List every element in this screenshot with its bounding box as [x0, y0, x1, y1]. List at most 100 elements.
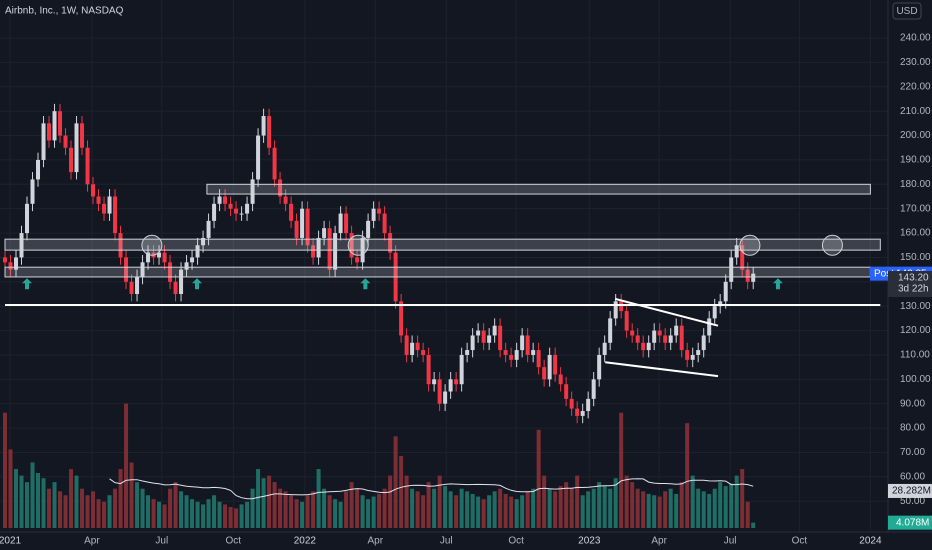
candle-body [602, 342, 607, 355]
candle-body [580, 411, 585, 416]
volume-bar [536, 429, 541, 528]
x-tick-label: 2023 [578, 536, 601, 547]
volume-bar [657, 496, 662, 528]
candle-body [734, 245, 739, 258]
last-price-box [888, 271, 932, 298]
candle-body [135, 276, 140, 295]
y-tick-label: 200.00 [900, 130, 931, 141]
y-tick-label: 70.00 [900, 447, 925, 458]
candle-body [668, 335, 673, 343]
candle-body [690, 354, 695, 360]
candle-body [382, 213, 387, 234]
volume-bar [140, 488, 145, 528]
candle-body [492, 325, 497, 336]
candle-body [454, 379, 459, 385]
circle-marker [347, 234, 369, 256]
volume-bar [520, 495, 525, 528]
candle-body [289, 203, 294, 221]
candle-body [283, 196, 288, 204]
candle-body [619, 301, 624, 312]
candle-body [256, 135, 261, 180]
y-tick-label: 90.00 [900, 398, 925, 409]
volume-bar [718, 482, 723, 528]
volume-bar [300, 501, 305, 528]
candle-body [481, 330, 486, 343]
volume-bar [344, 491, 349, 528]
candle-body [36, 159, 41, 180]
candle-body [531, 350, 536, 355]
candle-body [80, 123, 85, 148]
volume-bar [652, 495, 657, 528]
candle-body [41, 123, 46, 160]
volume-bar [311, 491, 316, 528]
arrow-up [192, 278, 203, 290]
volume-bar [206, 499, 211, 528]
candle-body [723, 281, 728, 302]
y-tick-label: 100.00 [900, 374, 931, 385]
candle-body [212, 203, 217, 221]
candle-body [470, 335, 475, 351]
candle-body [228, 203, 233, 209]
volume-bar [41, 478, 46, 528]
volume-last-label: 4.078M [896, 517, 929, 528]
candle-body [437, 379, 442, 404]
volume-bar [509, 496, 514, 528]
candle-body [327, 228, 332, 270]
candle-body [349, 233, 354, 258]
candle-body [179, 269, 184, 295]
candle-body [569, 398, 574, 409]
volume-bar [272, 482, 277, 528]
y-tick-label: 190.00 [900, 155, 931, 166]
volume-bar [586, 491, 591, 528]
candle-body [91, 184, 96, 197]
candle-body [124, 257, 129, 282]
candle-body [278, 179, 283, 197]
currency-box[interactable] [892, 2, 922, 20]
volume-bar [613, 478, 618, 528]
candle-body [52, 111, 57, 141]
volume-bar [278, 488, 283, 528]
x-tick-label: Jul [155, 536, 168, 547]
candle-body [536, 350, 541, 368]
volume-bar [74, 475, 79, 528]
volume-bar [712, 488, 717, 528]
candle-body [300, 208, 305, 238]
currency[interactable]: USD [896, 6, 917, 17]
candle-body [712, 306, 717, 319]
x-tick-label: 2024 [859, 536, 882, 547]
volume-bar [393, 436, 398, 528]
candle-body [190, 257, 195, 263]
candle-body [30, 179, 35, 204]
candle-body [410, 342, 415, 355]
arrow-up [22, 278, 33, 290]
volume-bar [63, 495, 68, 528]
candle-body [366, 220, 371, 238]
candle-body [701, 335, 706, 351]
circle-marker [821, 234, 843, 256]
candle-body [520, 335, 525, 351]
candle-body [404, 335, 409, 355]
candle-body [63, 135, 68, 148]
volume-bar [305, 495, 310, 528]
volume-bar [679, 482, 684, 528]
volume-bar [591, 488, 596, 528]
volume-bar [135, 482, 140, 528]
arrow-up [772, 278, 783, 290]
volume-bar [234, 508, 239, 528]
volume-bar [580, 495, 585, 528]
volume-bar [360, 495, 365, 528]
candle-body [630, 330, 635, 336]
volume-bar [696, 488, 701, 528]
candle-body [597, 354, 602, 380]
volume-bar [525, 491, 530, 528]
volume-bar [201, 504, 206, 528]
x-tick-label: Oct [508, 536, 524, 547]
volume-bar [426, 482, 431, 528]
candle-body [542, 367, 547, 380]
zone [4, 266, 871, 278]
candle-body [8, 262, 13, 270]
volume-bar [168, 488, 173, 528]
volume-bar [547, 488, 552, 528]
volume-bar [118, 469, 123, 528]
arrow-up [360, 278, 371, 290]
